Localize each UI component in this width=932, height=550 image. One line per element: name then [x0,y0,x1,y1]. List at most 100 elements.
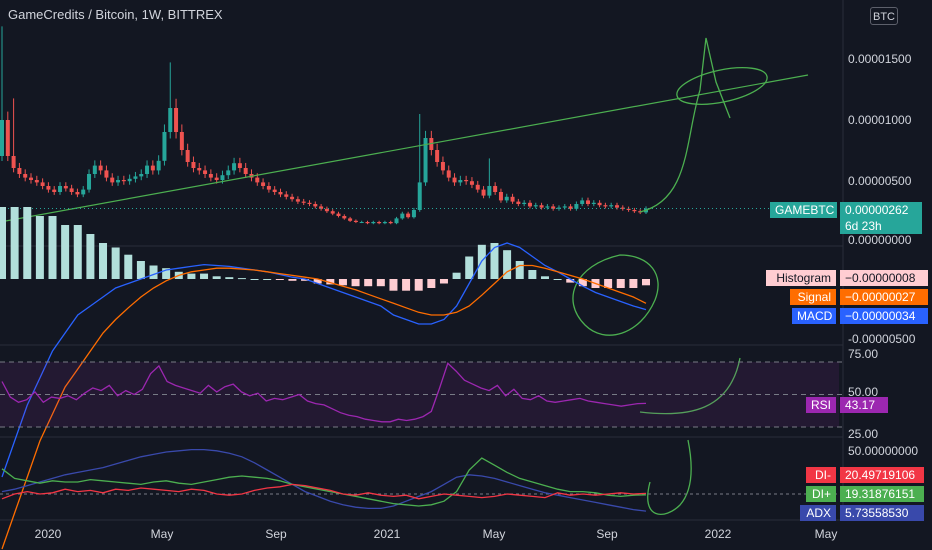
candle-body [92,165,97,174]
x-tick: May [482,527,506,541]
rsi-legend-value: 43.17 [840,397,888,413]
candle-body [562,206,567,208]
histogram-bar [250,279,259,280]
candle-body [127,178,132,182]
di-minus-line [1,483,647,500]
adx-line [1,448,647,512]
histogram-bar [490,243,499,279]
histogram-bar [35,216,44,279]
candle-body [87,174,92,190]
candle-body [261,182,266,186]
drawing-circle [676,67,768,105]
candle-body [69,188,74,192]
rsi-legend-label: RSI [806,397,836,413]
adx-legend-label: ADX [800,505,836,521]
histogram-bar [528,270,537,279]
dmi-tick: 50.00000000 [848,444,919,458]
candle-body [104,170,109,178]
diminus-legend-label: DI- [806,467,836,483]
rsi-line [1,362,647,423]
candle-body [46,186,51,190]
diplus-legend-label: DI+ [806,486,836,502]
candle-body [208,174,213,178]
histogram-bar [99,243,108,279]
histogram-bar [439,279,448,284]
candle-body [597,202,602,206]
candle-body [423,138,428,183]
candle-body [620,207,625,209]
candle-body [179,132,184,150]
candle-body [284,194,289,197]
signal-legend-label: Signal [790,289,836,305]
candle-body [255,177,260,183]
histogram-legend-label: Histogram [766,270,836,286]
drawing-dmi-curve [647,439,692,515]
candle-body [609,205,614,207]
candle-body [614,205,619,208]
candle-body [226,170,231,176]
candle-body [342,216,347,219]
candle-body [353,220,358,222]
histogram-bar [212,276,221,279]
candle-body [469,181,474,185]
histogram-bar [389,279,398,291]
candle-body [510,196,515,202]
candle-body [156,160,161,171]
macd-line [1,242,647,478]
histogram-bar [414,279,423,291]
candle-body [435,150,440,162]
drawing-loop [572,254,659,336]
rsi-tick: 25.00 [848,427,879,441]
candle-body [574,204,579,209]
candle-body [75,192,80,195]
candle-body [197,168,202,171]
rsi-tick: 50.00 [848,385,879,399]
candle-body [452,177,457,183]
candle-body [394,218,399,224]
currency-button[interactable]: BTC [870,7,898,25]
histogram-bar [326,279,335,285]
candle-body [81,189,86,195]
histogram-bar [427,279,436,288]
candle-body [243,168,248,174]
candle-body [272,189,277,192]
trendline [0,74,809,223]
candle-body [185,150,190,162]
histogram-bar [73,225,82,279]
candle-body [110,177,115,183]
drawing-rsi-curve [639,357,741,415]
candle-body [533,205,538,207]
candle-body [214,177,219,180]
candle-body [626,208,631,210]
candle-body [527,202,532,207]
histogram-bar [48,216,57,279]
candle-body [522,202,527,204]
adx-legend-value: 5.73558530 [840,505,924,521]
candle-body [174,108,179,132]
candle-body [168,108,173,132]
candle-body [220,175,225,180]
histogram-bar [553,279,562,280]
diplus-legend-value: 19.31876151 [840,486,924,502]
candle-body [307,202,312,204]
candle-body [5,120,10,156]
candle-body [603,205,608,207]
histogram-bar [111,247,120,279]
x-tick: 2020 [34,527,62,541]
histogram-bar [301,279,310,281]
candle-body [290,196,295,200]
candle-body [504,196,509,201]
candle-body [336,213,341,216]
candle-body [580,200,585,204]
candle-body [11,156,16,168]
candle-body [475,184,480,190]
last-price-tag: 0.00000262 [840,202,922,218]
candle-body [330,211,335,214]
candle-body [203,170,208,174]
candle-body [382,222,387,224]
histogram-bar [149,265,158,279]
candle-body [464,180,469,182]
histogram-bar [237,278,246,280]
candle-body [551,206,556,209]
